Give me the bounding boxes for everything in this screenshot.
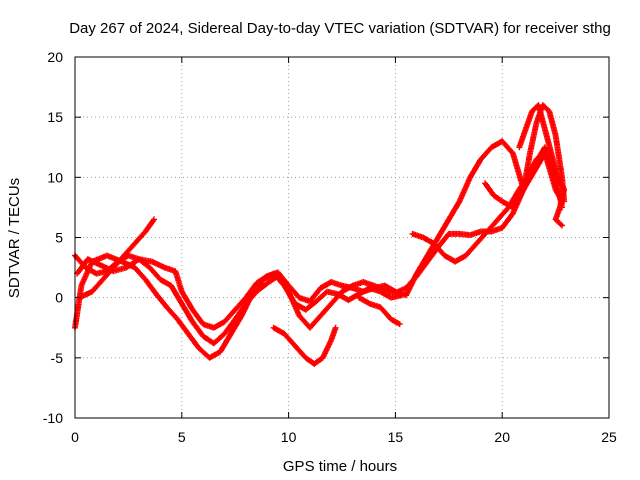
y-tick-label: 20 — [47, 49, 63, 65]
series-track-3 — [74, 138, 565, 331]
series-track-2 — [72, 144, 565, 347]
x-tick-label: 10 — [281, 429, 297, 445]
y-axis-label: SDTVAR / TECUs — [6, 178, 23, 298]
y-tick-label: -5 — [51, 350, 64, 366]
grid-lines — [75, 57, 609, 418]
y-tick-label: 10 — [47, 169, 63, 185]
y-tick-label: 0 — [55, 290, 63, 306]
series-markers — [72, 144, 565, 347]
x-tick-label: 0 — [71, 429, 79, 445]
y-tick-label: 15 — [47, 109, 63, 125]
axis-ticks: 0 5 10 15 20 25 -10 -5 0 5 10 15 20 — [43, 49, 617, 445]
x-axis-label: GPS time / hours — [283, 458, 397, 475]
series-markers — [356, 294, 403, 328]
chart-title: Day 267 of 2024, Sidereal Day-to-day VTE… — [69, 20, 611, 37]
series-track-6 — [356, 294, 403, 328]
y-tick-label: 5 — [55, 230, 63, 246]
x-tick-label: 25 — [601, 429, 617, 445]
series-markers — [270, 324, 339, 367]
y-tick-label: -10 — [43, 410, 63, 426]
series-markers — [74, 138, 565, 331]
series-track-9 — [516, 102, 568, 229]
x-tick-label: 15 — [388, 429, 404, 445]
series-track-5 — [270, 324, 339, 367]
x-tick-label: 20 — [494, 429, 510, 445]
x-tick-label: 5 — [178, 429, 186, 445]
data-series — [72, 102, 568, 367]
